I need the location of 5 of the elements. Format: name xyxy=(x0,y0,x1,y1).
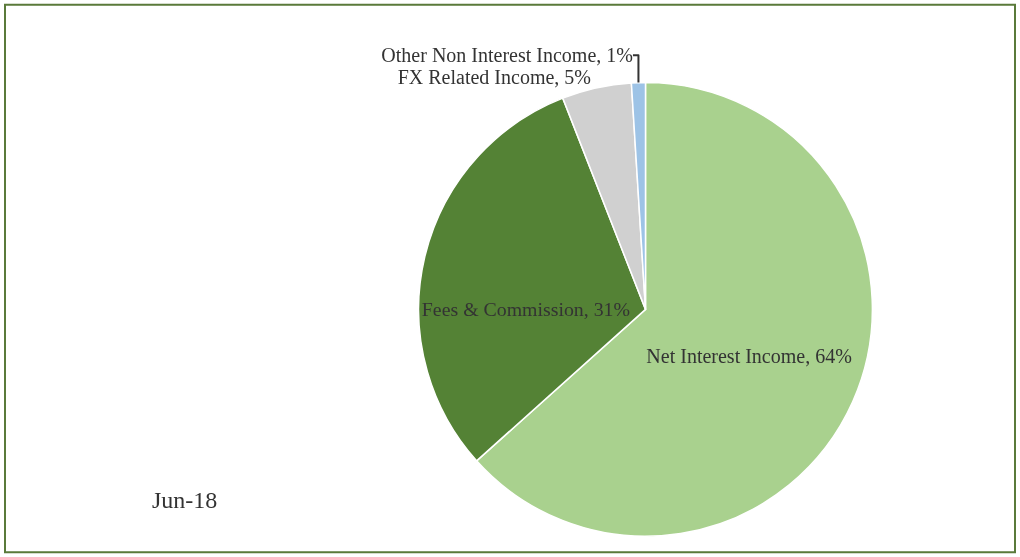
text: Jun-18 xyxy=(152,487,218,513)
slice-label: Fees & Commission, 31% xyxy=(421,298,631,321)
slice-label: Other Non Interest Income, 1% xyxy=(381,44,633,67)
slice-label: FX Related Income, 5% xyxy=(397,66,591,89)
slice-label: Net Interest Income, 64% xyxy=(646,344,852,367)
